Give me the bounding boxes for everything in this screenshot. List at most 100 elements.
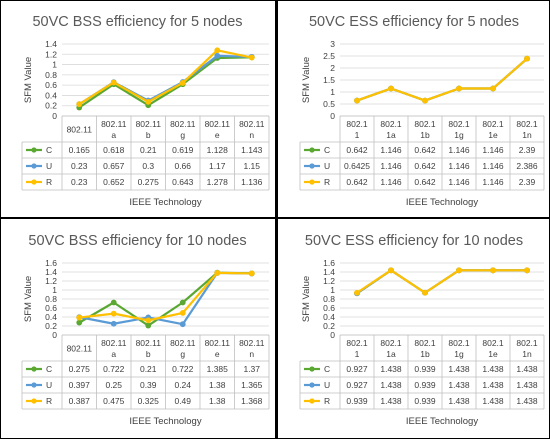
data-cell-value: 1.438 [516,364,538,374]
data-point-C [76,319,83,326]
x-tick-label: n [249,130,254,140]
y-tick-label: 0.8 [323,294,335,304]
x-tick-label: 1n [522,130,532,140]
data-point-R [524,267,530,274]
y-tick-label: 0 [330,111,335,121]
data-cell-value: 1.15 [243,161,260,171]
data-point-C [179,299,186,306]
data-cell-value: 0.927 [346,380,368,390]
series-line-C [78,56,252,109]
data-cell-value: 1.365 [241,380,263,390]
data-cell-value: 0.939 [414,396,436,406]
data-cell-value: 0.325 [138,396,160,406]
y-tick-label: 0.2 [323,321,335,331]
data-cell-value: 2.39 [519,177,536,187]
data-cell-value: 1.146 [448,177,470,187]
legend-series-name: R [46,177,52,187]
legend-key-marker [31,163,37,169]
data-point-R [490,267,496,274]
data-cell-value: 0.642 [414,161,436,171]
data-cell-value: 0.722 [172,364,194,374]
y-tick-label: 0 [52,330,57,340]
data-cell-value: 0.387 [69,396,91,406]
y-tick-label: 0.4 [45,312,57,322]
y-tick-label: 0 [52,111,57,121]
data-cell-value: 0.6425 [344,161,370,171]
x-tick-label: 1 [355,130,360,140]
chart-title: 50VC BSS efficiency for 10 nodes [28,233,246,249]
data-cell-value: 0.21 [140,145,157,155]
series-line-R [79,271,252,322]
data-cell-value: 1.38 [209,396,226,406]
data-cell-value: 0.939 [346,396,368,406]
x-axis-label: IEEE Technology [129,416,201,427]
data-cell-value: 1.128 [207,145,229,155]
x-tick-label: 1g [454,130,464,140]
data-point-R [145,317,152,324]
data-point-R [388,267,394,274]
x-tick-label: 802.11 [67,344,93,354]
data-cell-value: 2.386 [516,161,538,171]
data-cell-value: 1.143 [241,145,263,155]
chart-svg: 50VC BSS efficiency for 5 nodes00.20.40.… [21,14,270,208]
data-cell-value: 0.165 [69,145,91,155]
x-tick-label: 1a [386,130,396,140]
data-point-U [214,52,221,59]
legend-series-name: R [46,396,52,406]
data-point-R [524,55,530,62]
data-cell-value: 1.438 [380,396,402,406]
y-tick-label: 0.2 [45,101,57,111]
data-point-U [179,321,186,328]
data-cell-value: 0.642 [346,145,368,155]
y-tick-label: 0.4 [323,312,335,322]
y-tick-label: 1.6 [45,258,57,268]
data-point-R [354,97,360,104]
data-point-R [422,289,428,296]
chart-ess-5-nodes: 50VC ESS efficiency for 5 nodes 0 0.5 1 1.5 2… [278,0,550,217]
chart-svg: 50VC ESS efficiency for 5 nodes 0 0.5 1 1.5 2… [299,14,545,208]
data-cell-value: 2.39 [519,145,536,155]
data-cell-value: 1.385 [207,364,229,374]
y-axis-label: SFM Value [23,57,34,103]
legend-key-marker [31,147,37,153]
x-axis-label: IEEE Technology [406,416,478,427]
x-tick-label: 1e [488,349,498,359]
legend-key-marker [309,147,315,153]
y-axis-label: SFM Value [301,276,312,322]
data-cell-value: 1.438 [448,364,470,374]
data-cell-value: 0.23 [71,177,88,187]
data-point-U [110,320,117,327]
data-cell-value: 1.146 [380,145,402,155]
y-tick-label: 1 [330,87,335,97]
x-tick-label: 1a [386,349,396,359]
data-cell-value: 0.397 [69,380,91,390]
legend-series-name: C [324,145,330,155]
legend-key-marker [31,398,37,404]
x-tick-label: 1e [488,130,498,140]
y-tick-label: 0.6 [45,303,57,313]
x-tick-label: b [146,130,151,140]
series-line-R [356,57,528,102]
y-axis-label: SFM Value [301,57,312,103]
data-point-R [76,314,83,321]
legend-key-marker [31,366,37,372]
data-cell-value: 0.939 [414,380,436,390]
data-cell-value: 1.438 [448,396,470,406]
x-tick-label: 802.1 [380,338,402,348]
legend-key-marker [309,163,315,169]
legend-series-name: R [324,177,330,187]
data-cell-value: 0.642 [414,145,436,155]
chart-bss-10-nodes: 50VC BSS efficiency for 10 nodes 0 0.2 0.4 0… [0,219,275,439]
data-point-C [110,299,117,306]
data-point-R [248,270,255,277]
data-cell-value: 0.642 [346,177,368,187]
data-cell-value: 1.38 [209,380,226,390]
data-cell-value: 1.136 [241,177,263,187]
y-tick-label: 1.4 [45,39,57,49]
data-point-R [388,85,394,92]
legend-series-name: U [46,380,52,390]
data-cell-value: 1.438 [448,380,470,390]
y-tick-label: 1.4 [323,267,335,277]
data-cell-value: 1.278 [207,177,229,187]
